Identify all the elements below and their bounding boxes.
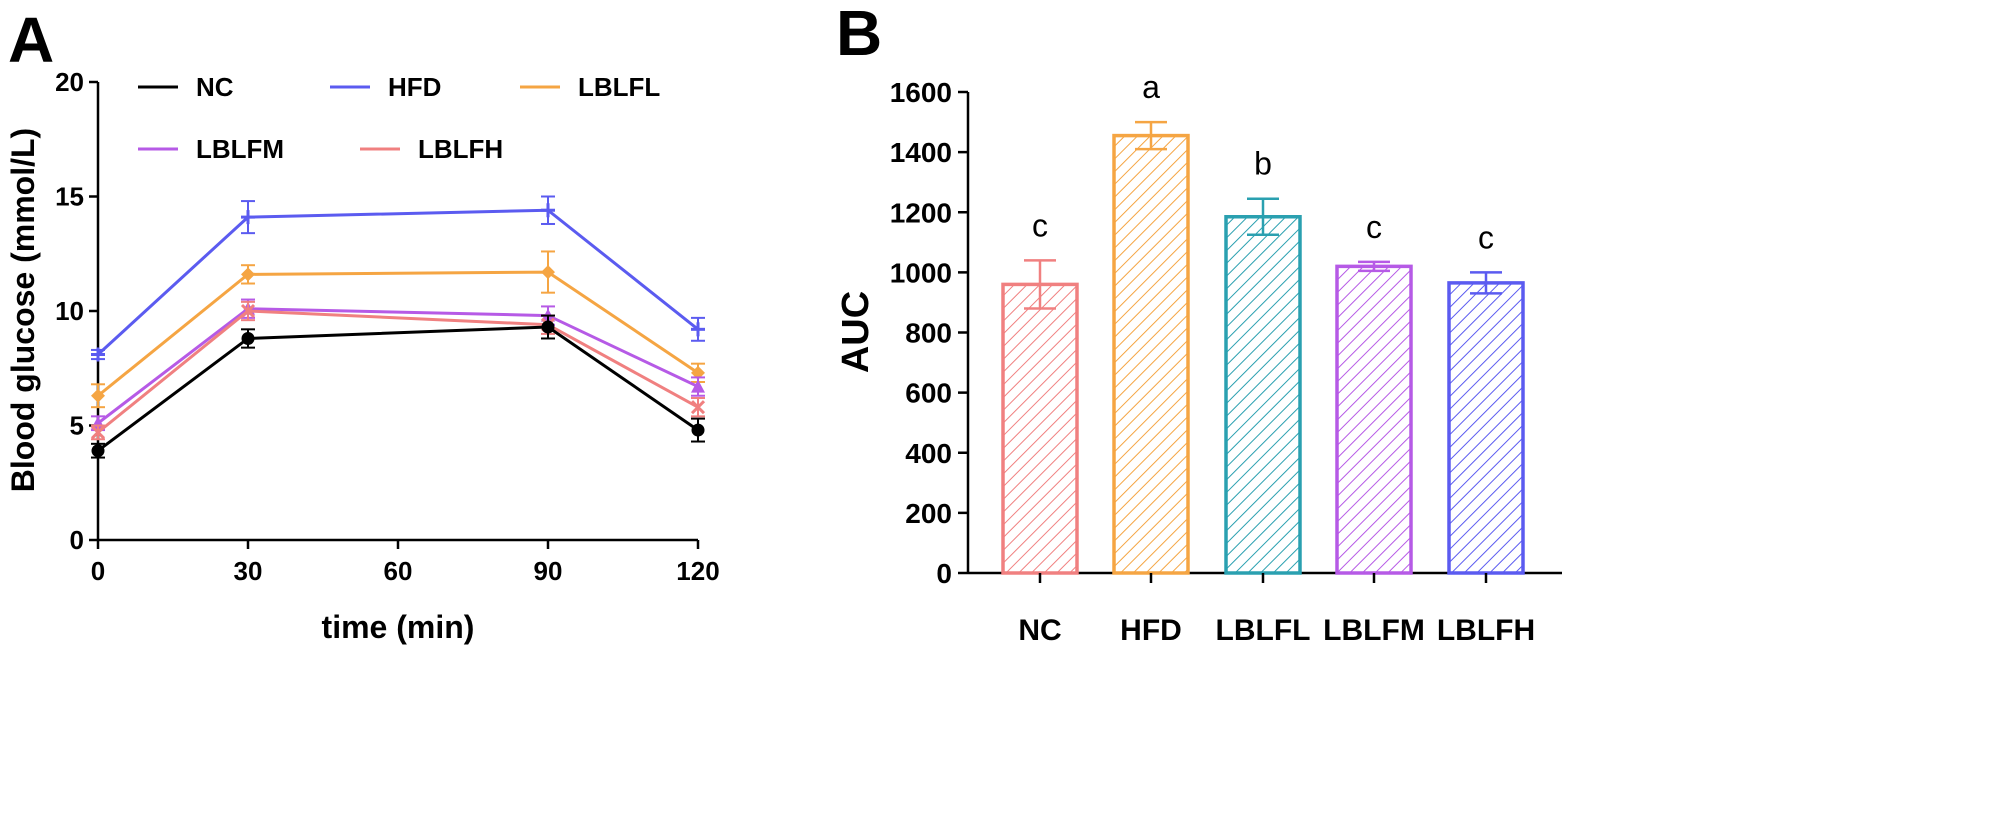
data-point-lblfh (90, 425, 106, 440)
data-point-nc (91, 444, 105, 458)
cross-marker-b (240, 303, 256, 319)
panel-label-b: B (836, 0, 882, 69)
y-tick-label: 10 (55, 296, 84, 326)
bar-chart-panel: 0 200 400 600 800 1000 1200 1400 1600 NC c HFD a LBLF… (890, 69, 1562, 647)
data-point-nc (241, 331, 255, 345)
bar-nc (1001, 282, 1079, 575)
data-point-lblfh (690, 400, 706, 415)
series-line-lblfh (97, 309, 699, 434)
category-label-lblfh: LBLFH (1437, 614, 1535, 647)
y-tick-label-b: 400 (905, 438, 952, 469)
y-tick-label: 15 (55, 182, 84, 212)
significance-letter: c (1032, 207, 1048, 243)
bar-hfd (1112, 133, 1190, 575)
data-point-hfd (91, 347, 105, 362)
y-tick-label-b: 600 (905, 378, 952, 409)
cross-marker-b (90, 425, 106, 440)
category-label-lblfm: LBLFM (1323, 614, 1425, 647)
data-point-lblfl (91, 388, 105, 403)
y-tick-label-b: 1600 (890, 77, 952, 108)
category-label-hfd: HFD (1120, 614, 1182, 647)
data-point-hfd (691, 322, 705, 337)
y-tick-label-b: 200 (905, 498, 952, 529)
y-tick-label: 5 (70, 411, 84, 441)
y-tick-label-b: 0 (936, 558, 952, 589)
significance-letter: c (1478, 219, 1494, 255)
series-line-hfd (96, 208, 699, 356)
legend-label-lblfh: LBLFH (418, 134, 503, 164)
data-point-nc (691, 423, 705, 437)
bar-lblfm (1335, 264, 1413, 575)
x-tick-label: 120 (676, 556, 719, 586)
y-tick-label-b: 1000 (890, 257, 952, 288)
y-tick-label-b: 1400 (890, 137, 952, 168)
legend-label-nc: NC (196, 72, 234, 102)
category-label-lblfl: LBLFL (1216, 614, 1311, 647)
x-axis-title-a: time (min) (322, 609, 475, 645)
y-tick-label-b: 800 (905, 318, 952, 349)
significance-letter: a (1142, 69, 1160, 105)
data-point-nc (541, 320, 555, 334)
cross-marker-b (690, 400, 706, 415)
legend-label-lblfm: LBLFM (196, 134, 284, 164)
data-point-hfd (541, 203, 555, 218)
data-point-lblfl (241, 267, 255, 282)
panel-label-a: A (8, 4, 54, 76)
y-axis-title-a: Blood glucose (mmol/L) (5, 128, 41, 492)
data-point-lblfm (691, 379, 705, 393)
y-axis-title-b: AUC (835, 291, 877, 373)
series-line-lblfm (97, 307, 699, 425)
x-tick-label: 0 (91, 556, 105, 586)
x-tick-label: 30 (234, 556, 263, 586)
y-tick-label: 20 (55, 67, 84, 97)
data-point-lblfl (691, 365, 705, 380)
series-line-lblfl (97, 270, 699, 397)
y-tick-label-b: 1200 (890, 197, 952, 228)
data-point-lblfl (541, 265, 555, 280)
series-line-nc (97, 325, 699, 452)
legend-label-lblfl: LBLFL (578, 72, 660, 102)
line-chart-panel: 0 5 10 15 20 0 30 60 90 120 NC HFD LBLFL LBLFM LBLFH (55, 67, 720, 586)
legend-label-hfd: HFD (388, 72, 441, 102)
x-tick-label: 60 (384, 556, 413, 586)
data-point-lblfh (240, 303, 256, 319)
significance-letter: b (1254, 146, 1272, 182)
bar-lblfh (1447, 281, 1525, 575)
significance-letter: c (1366, 209, 1382, 245)
y-tick-label: 0 (70, 525, 84, 555)
category-label-nc: NC (1018, 614, 1061, 647)
x-tick-label: 90 (534, 556, 563, 586)
bar-lblfl (1224, 215, 1302, 575)
data-point-hfd (241, 210, 255, 225)
